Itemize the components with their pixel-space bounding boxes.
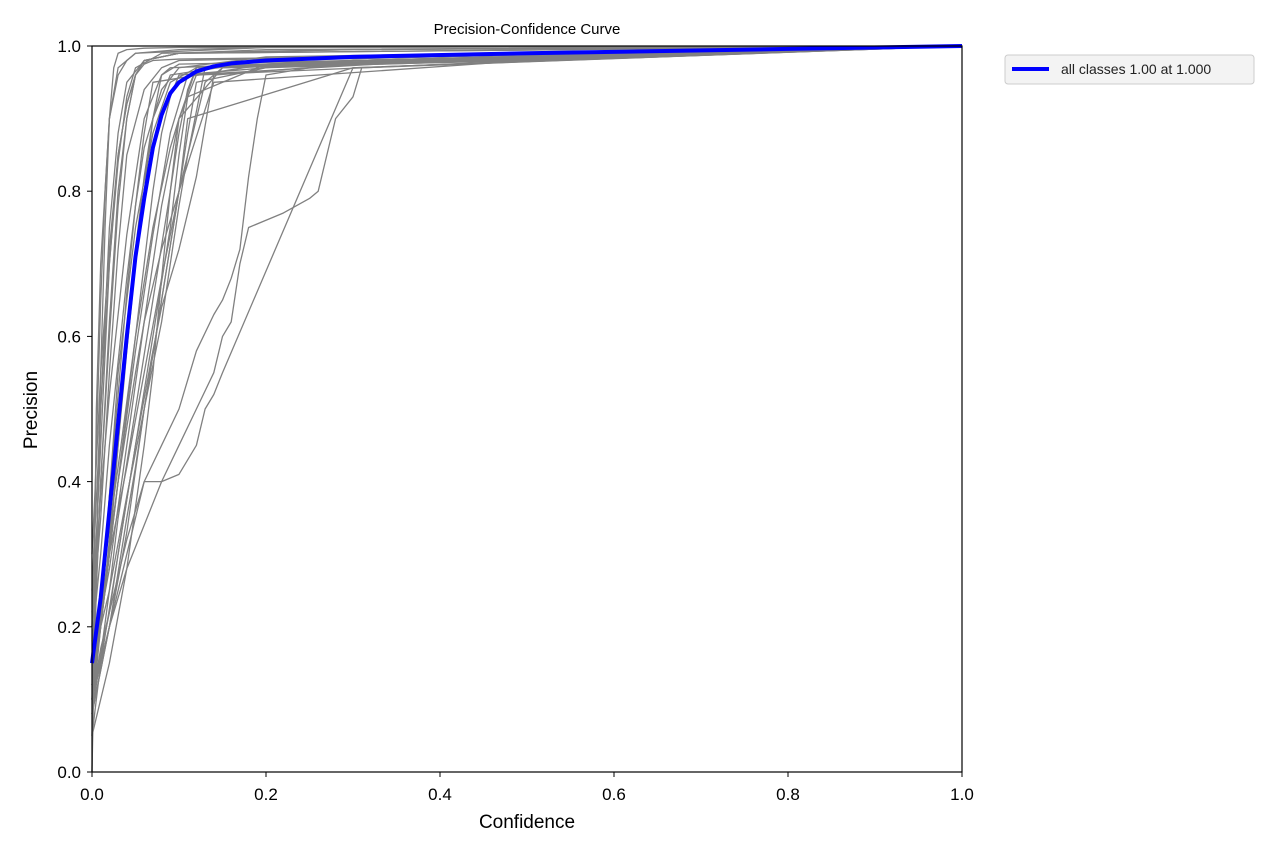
class-curve-30	[91, 45, 963, 664]
y-tick-label: 0.8	[57, 182, 81, 201]
class-curve-20	[91, 45, 963, 642]
class-curve-7	[91, 45, 963, 700]
y-axis-label: Precision	[21, 371, 42, 449]
class-curve-9	[91, 45, 963, 700]
x-tick-label: 0.6	[602, 785, 626, 804]
curves-layer	[90, 44, 963, 773]
class-curve-16	[91, 45, 963, 664]
all-classes-curve	[90, 44, 963, 664]
class-curve-32	[91, 45, 963, 685]
class-curve-11	[91, 45, 963, 773]
class-curve-2	[91, 45, 963, 736]
class-curve-21	[91, 45, 963, 591]
x-tick-label: 1.0	[950, 785, 974, 804]
class-curve-12	[91, 45, 963, 736]
class-curve-1	[91, 45, 963, 773]
chart-title: Precision-Confidence Curve	[434, 21, 621, 38]
plot-frame	[91, 45, 963, 773]
x-axis-label: Confidence	[479, 812, 575, 833]
x-tick-label: 0.4	[428, 785, 452, 804]
class-curve-29	[91, 45, 963, 555]
class-curve-28	[91, 45, 963, 715]
class-curve-13	[91, 45, 963, 685]
legend-label-all-classes: all classes 1.00 at 1.000	[1061, 61, 1211, 77]
class-curve-8	[91, 45, 963, 715]
y-tick-label: 0.6	[57, 327, 81, 346]
legend-box	[1004, 54, 1255, 85]
y-tick-label: 0.4	[57, 473, 81, 492]
class-curve-24	[91, 45, 963, 627]
class-curve-6	[91, 45, 963, 664]
class-curve-27	[91, 45, 963, 613]
ticks-layer: 0.0 0.2 0.4 0.6 0.8 1.0 0.0 0.2 0.4 0.6 0.8 1.0	[57, 37, 973, 804]
class-curve-22	[91, 45, 963, 736]
class-curve-17	[91, 45, 963, 714]
class-curve-4	[91, 45, 963, 715]
class-curve-25	[91, 45, 963, 664]
y-tick-label: 0.0	[57, 763, 81, 782]
class-curve-23	[91, 45, 963, 685]
y-tick-label: 0.2	[57, 618, 81, 637]
y-tick-label: 1.0	[57, 37, 81, 56]
x-tick-label: 0.8	[776, 785, 800, 804]
x-tick-label: 0.2	[254, 785, 278, 804]
class-curve-31	[91, 45, 963, 700]
legend: all classes 1.00 at 1.000	[1004, 54, 1255, 85]
x-tick-label: 0.0	[80, 785, 104, 804]
class-curve-5	[91, 45, 963, 685]
